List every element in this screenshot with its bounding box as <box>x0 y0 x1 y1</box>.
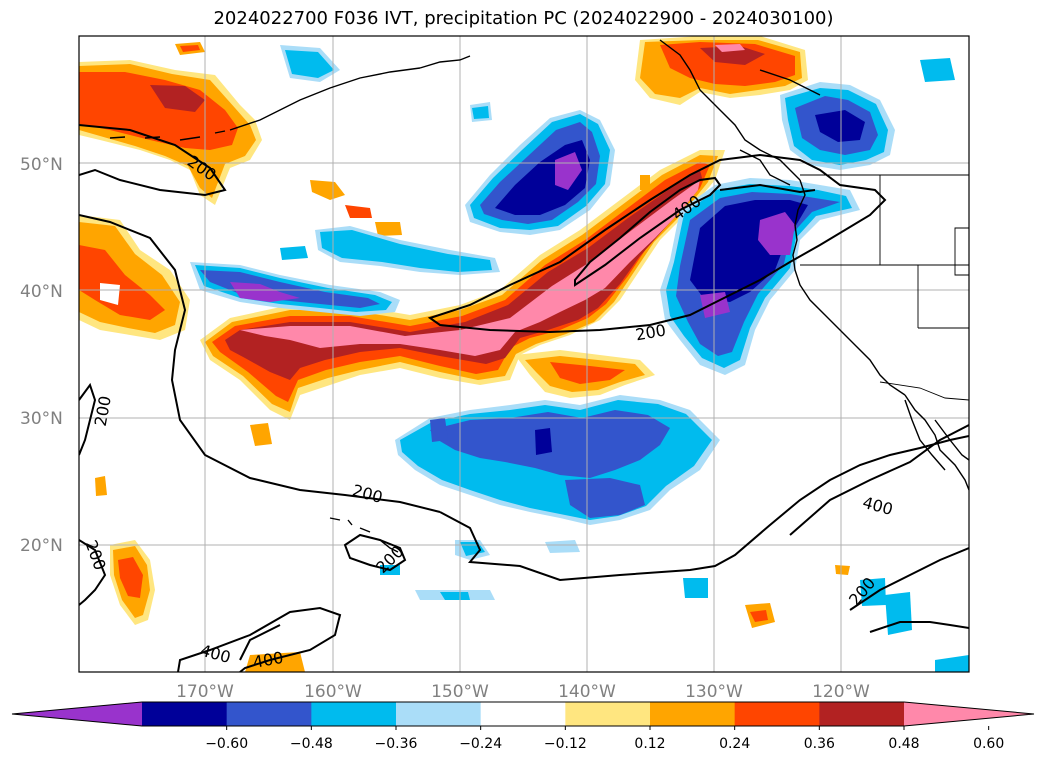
lon-tick-label: 170°W <box>176 682 234 702</box>
colorbar-tick-label: 0.24 <box>719 736 750 752</box>
lat-tick-label: 20°N <box>20 536 63 556</box>
lon-tick-label: 140°W <box>558 682 616 702</box>
graticule <box>79 36 969 672</box>
lon-tick-label: 160°W <box>304 682 362 702</box>
colorbar-tick-label: −0.24 <box>459 736 502 752</box>
colorbar-extend-low <box>12 702 142 726</box>
colorbar-segment <box>734 702 820 726</box>
colorbar-tick-label: −0.48 <box>290 736 333 752</box>
colorbar-tick-label: −0.12 <box>544 736 587 752</box>
colorbar-segment <box>396 702 482 726</box>
lon-tick-label: 120°W <box>812 682 870 702</box>
colorbar-extend-high <box>904 702 1034 726</box>
colorbar-segment <box>565 702 651 726</box>
colorbar-tick-label: 0.12 <box>634 736 665 752</box>
lat-tick-label: 40°N <box>20 282 63 302</box>
lon-tick-label: 130°W <box>685 682 743 702</box>
colorbar: −0.60 −0.48 −0.36 −0.24 −0.12 0.12 0.24 0.36 0.4… <box>11 701 1035 752</box>
colorbar-tick-label: 0.48 <box>888 736 919 752</box>
colorbar-segment <box>480 702 566 726</box>
colorbar-segment <box>650 702 736 726</box>
colorbar-outline <box>11 701 1035 727</box>
colorbar-tick-label: 0.36 <box>804 736 835 752</box>
coastlines <box>109 39 969 553</box>
colorbar-tick-label: −0.36 <box>375 736 418 752</box>
colorbar-segment <box>819 702 905 726</box>
colorbar-tick-label: −0.60 <box>205 736 248 752</box>
map-title: 2024022700 F036 IVT, precipitation PC (2… <box>213 8 834 29</box>
map-frame <box>78 35 970 673</box>
lat-tick-label: 50°N <box>20 155 63 175</box>
colorbar-segment <box>142 702 228 726</box>
negative-anomaly-shading <box>190 45 969 672</box>
lon-tick-label: 150°W <box>431 682 489 702</box>
colorbar-tick-label: 0.60 <box>973 736 1004 752</box>
ivt-contours <box>79 124 969 672</box>
colorbar-segment <box>226 702 312 726</box>
colorbar-segment <box>311 702 397 726</box>
lat-tick-label: 30°N <box>20 409 63 429</box>
